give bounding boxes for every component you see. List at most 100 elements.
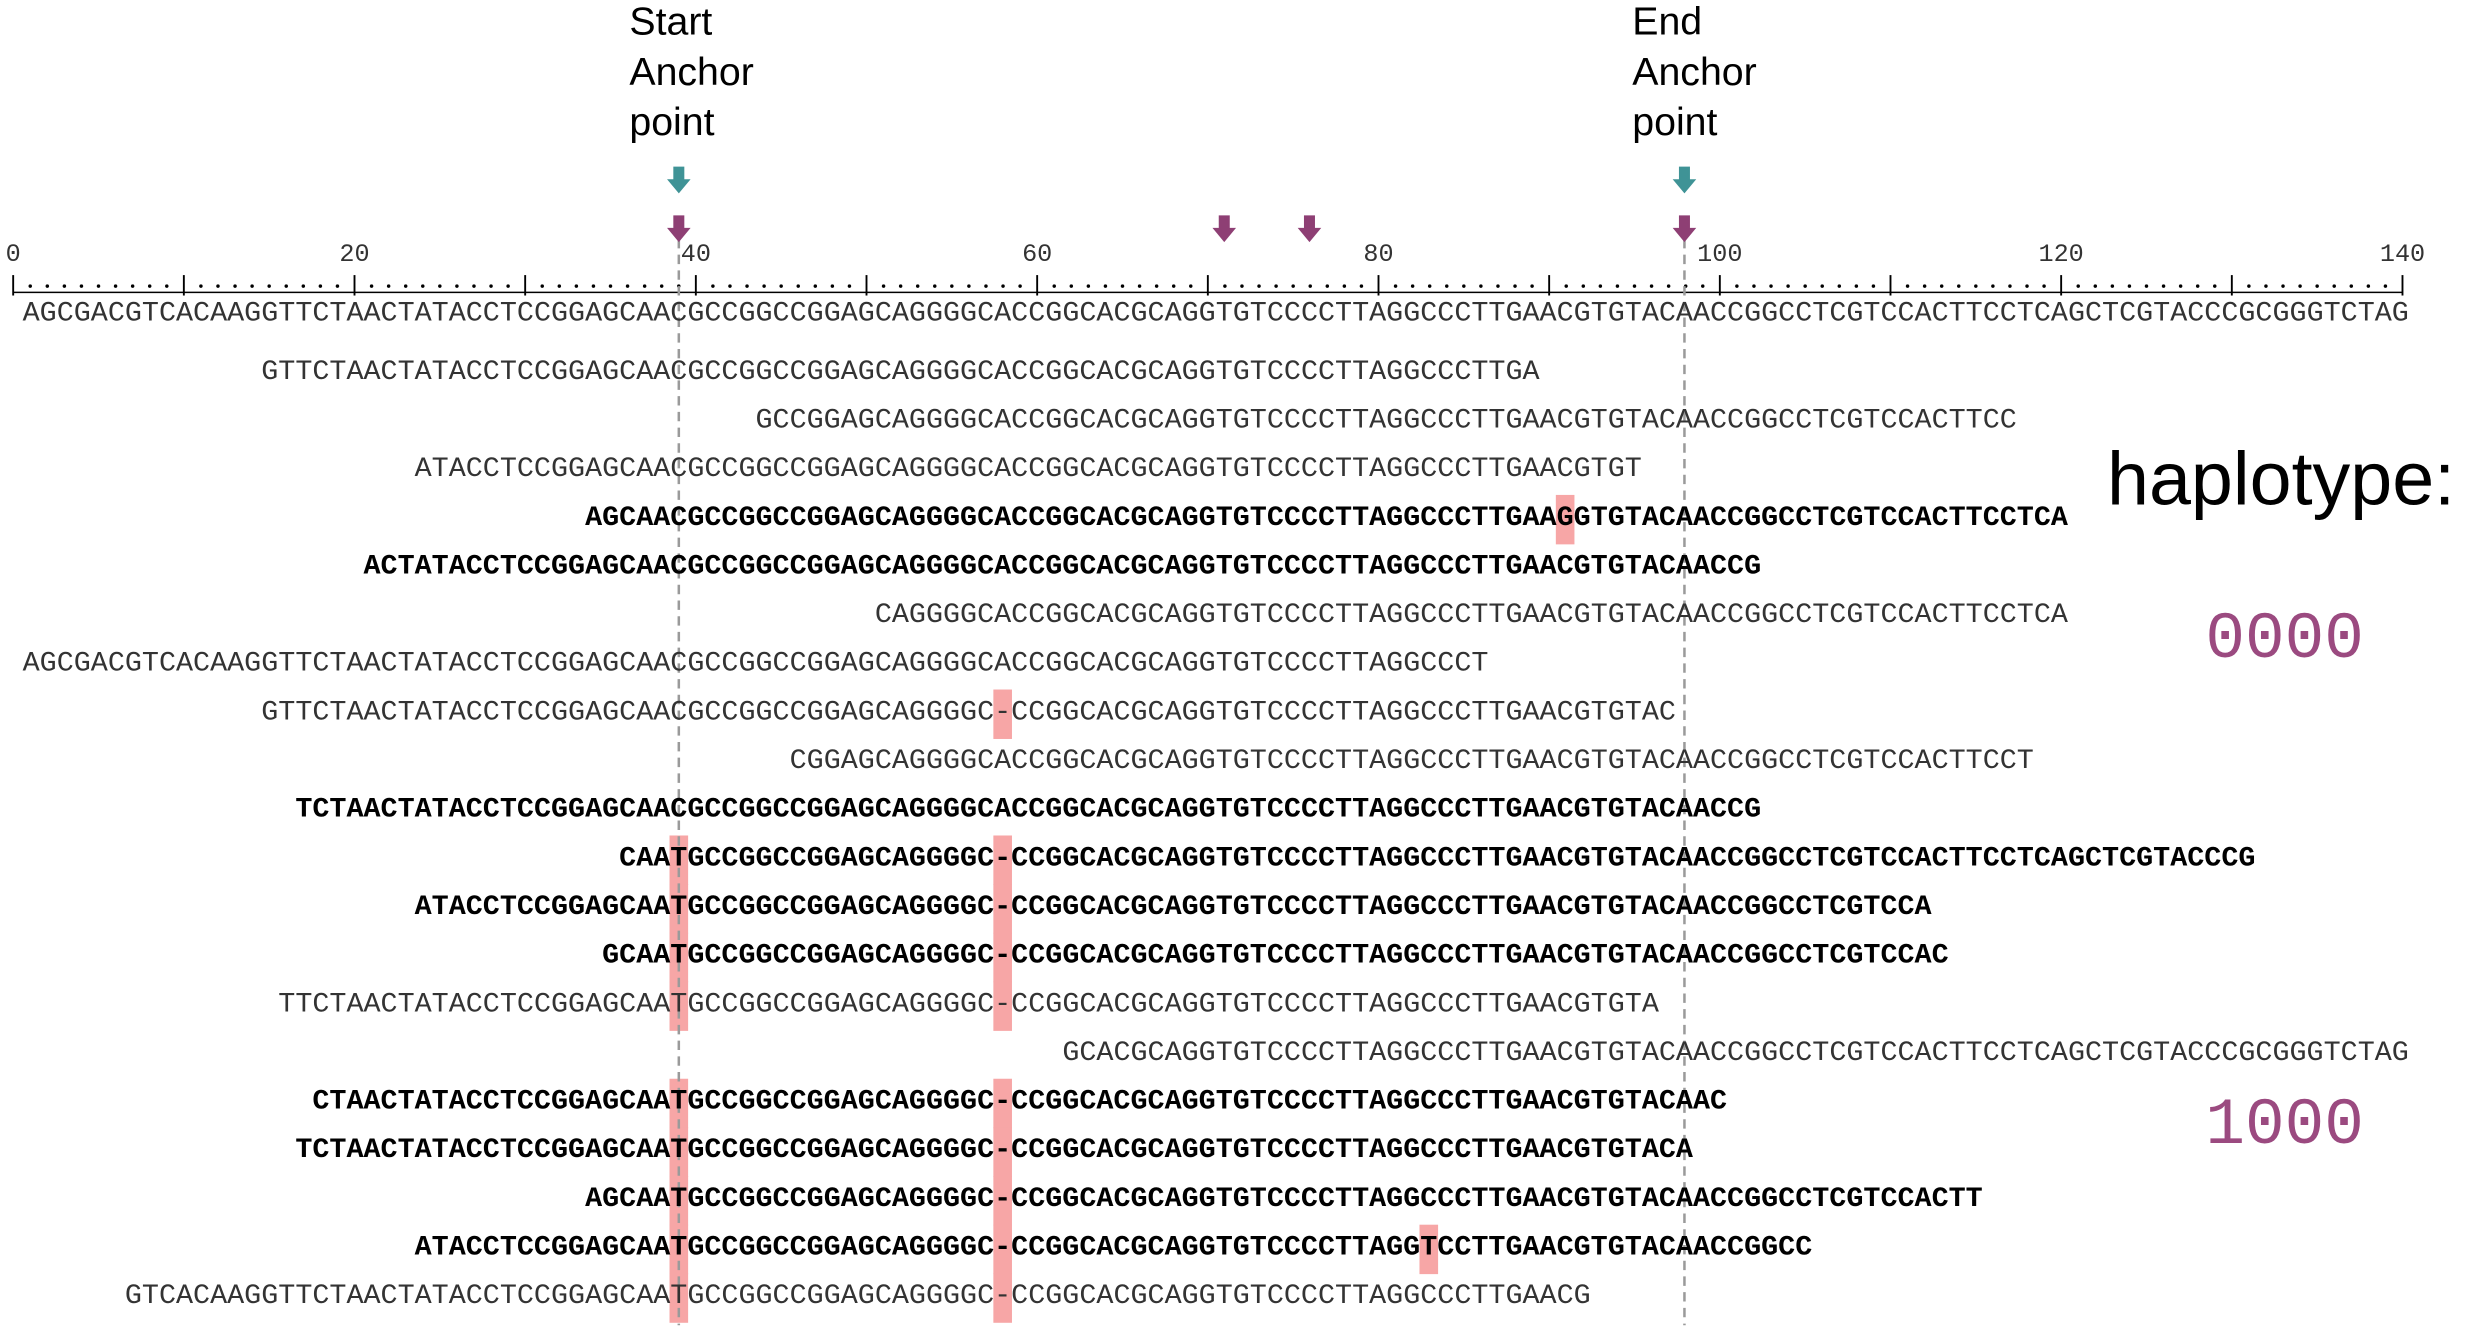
ruler-dot <box>318 284 323 288</box>
ruler-dot <box>28 284 32 288</box>
ruler-dot <box>1649 284 1654 288</box>
mismatch-highlight <box>993 981 1012 1031</box>
ruler-dot <box>1342 284 1347 288</box>
ruler-dot <box>1632 284 1637 288</box>
ruler-dot <box>386 284 391 288</box>
ruler-dot <box>591 284 596 288</box>
mismatch-highlight <box>669 884 689 934</box>
mismatch-highlight <box>1555 494 1575 545</box>
haplotype-label: haplotype: <box>2107 437 2455 521</box>
reference-sequence: AGCGACGTCACAAGGTTCTAACTATACCTCCGGAGCAACG… <box>23 299 2409 330</box>
read-sequence: GTTCTAACTATACCTCCGGAGCAACGCCGGCCGGAGCAGG… <box>261 697 1676 728</box>
ruler-dot <box>1069 284 1074 288</box>
ruler-dot <box>1462 284 1466 288</box>
ruler-dot <box>267 284 271 288</box>
ruler-dot <box>711 284 715 288</box>
ruler-dot <box>165 284 169 288</box>
variant-arrow <box>667 215 691 243</box>
ruler-dot <box>1871 284 1876 288</box>
ruler-dot <box>2178 284 2183 288</box>
ruler-dot <box>1103 284 1108 288</box>
mismatch-highlight <box>669 981 689 1031</box>
ruler-dot <box>1001 284 1005 288</box>
ruler-dot <box>1291 284 1295 288</box>
ruler-dot <box>642 284 647 288</box>
read-sequence: GCCGGAGCAGGGGCACCGGCACGCAGGTGTCCCCTTAGGC… <box>756 405 2017 436</box>
texts: 0 20 40 60 80 100 120 140 AGCGACGTCACAAGGTTCTAAC… <box>6 0 2455 1312</box>
ruler-dot <box>1137 284 1142 288</box>
mismatch-highlight <box>669 932 689 983</box>
ruler-dot <box>2298 284 2302 288</box>
anchor-arrow <box>667 166 691 194</box>
anchor-arrow <box>1672 166 1697 194</box>
ruler-dot <box>847 284 852 288</box>
ruler-label: 100 <box>1697 240 1742 269</box>
ruler-dot <box>745 284 749 288</box>
read-sequence: ATACCTCCGGAGCAATGCCGGCCGGAGCAGGGGC-CCGGC… <box>415 892 1933 923</box>
ruler-dot <box>1189 284 1193 288</box>
read-sequence: AGCAACGCCGGCCGGAGCAGGGGCACCGGCACGCAGGTGT… <box>585 503 2068 534</box>
ruler-dot <box>2195 284 2200 288</box>
ruler-dot <box>1308 284 1312 288</box>
ruler-dot <box>830 284 835 288</box>
ruler-dot <box>1274 284 1278 288</box>
ruler-dot <box>625 284 630 288</box>
read-sequence: ACTATACCTCCGGAGCAACGCCGGCCGGAGCAGGGGCACC… <box>364 551 1762 582</box>
ruler-dot <box>1359 284 1364 288</box>
mismatch-highlight <box>1419 1224 1439 1275</box>
read-sequence: AGCGACGTCACAAGGTTCTAACTATACCTCCGGAGCAACG… <box>23 649 1489 680</box>
variant-arrow <box>1297 215 1322 243</box>
ruler-dot <box>438 284 442 288</box>
ruler-label: 40 <box>681 240 711 269</box>
ruler-dot <box>1479 284 1483 288</box>
mismatch-highlight <box>993 1176 1012 1226</box>
ruler-dot <box>1701 284 1705 288</box>
read-sequence: GTTCTAACTATACCTCCGGAGCAACGCCGGCCGGAGCAGG… <box>261 357 1540 388</box>
ruler-dot <box>1257 284 1261 288</box>
ruler-dot <box>1086 284 1091 288</box>
ruler-dot <box>1837 284 1842 288</box>
ruler-label: 20 <box>339 240 369 269</box>
read-sequence: ATACCTCCGGAGCAACGCCGGCCGGAGCAGGGGCACCGGC… <box>415 454 1642 485</box>
ruler-dot <box>369 284 374 288</box>
ruler-dot <box>1905 284 1910 288</box>
ruler-label: 120 <box>2039 240 2084 269</box>
ruler-dot <box>284 284 288 288</box>
mismatch-highlight <box>993 1127 1012 1177</box>
ruler-dot <box>608 284 613 288</box>
ruler-dot <box>2008 284 2012 288</box>
ruler-dot <box>1325 284 1330 288</box>
variant-arrow <box>1212 215 1237 243</box>
ruler-dot <box>2315 284 2319 288</box>
ruler-dot <box>335 284 340 288</box>
ruler-label: 0 <box>6 240 21 269</box>
ruler-dot <box>779 284 783 288</box>
read-sequence: AGCAATGCCGGCCGGAGCAGGGGC-CCGGCACGCAGGTGT… <box>585 1184 1983 1215</box>
ruler-dot <box>130 284 135 288</box>
ruler-dot <box>472 284 476 288</box>
ruler-dot <box>250 284 254 288</box>
ruler-dot <box>1564 284 1568 288</box>
mismatch-highlight <box>993 884 1012 934</box>
ruler-dot <box>1939 284 1944 288</box>
ruler-dot <box>796 284 800 288</box>
read-sequence: TCTAACTATACCTCCGGAGCAACGCCGGCCGGAGCAGGGG… <box>295 795 1761 826</box>
ruler-dot <box>1496 284 1500 288</box>
anchor-label: End <box>1632 0 1702 44</box>
read-sequence: CGGAGCAGGGGCACCGGCACGCAGGTGTCCCCTTAGGCCC… <box>790 746 2034 777</box>
ruler-dot <box>301 284 306 288</box>
ruler-dot <box>2383 284 2388 288</box>
ruler-dot <box>403 284 408 288</box>
read-sequence: ATACCTCCGGAGCAATGCCGGCCGGAGCAGGGGC-CCGGC… <box>415 1233 1813 1264</box>
read-sequence: TTCTAACTATACCTCCGGAGCAATGCCGGCCGGAGCAGGG… <box>278 989 1659 1020</box>
ruler-dot <box>915 284 920 288</box>
ruler-dot <box>1615 284 1620 288</box>
ruler-dot <box>1154 284 1159 288</box>
ruler-dot <box>1052 284 1056 288</box>
ruler-dot <box>728 284 732 288</box>
anchor-label: point <box>1632 100 1717 144</box>
ruler-dot <box>881 284 886 288</box>
read-sequence: CAATGCCGGCCGGAGCAGGGGC-CCGGCACGCAGGTGTCC… <box>619 843 2255 874</box>
ruler-dot <box>762 284 766 288</box>
